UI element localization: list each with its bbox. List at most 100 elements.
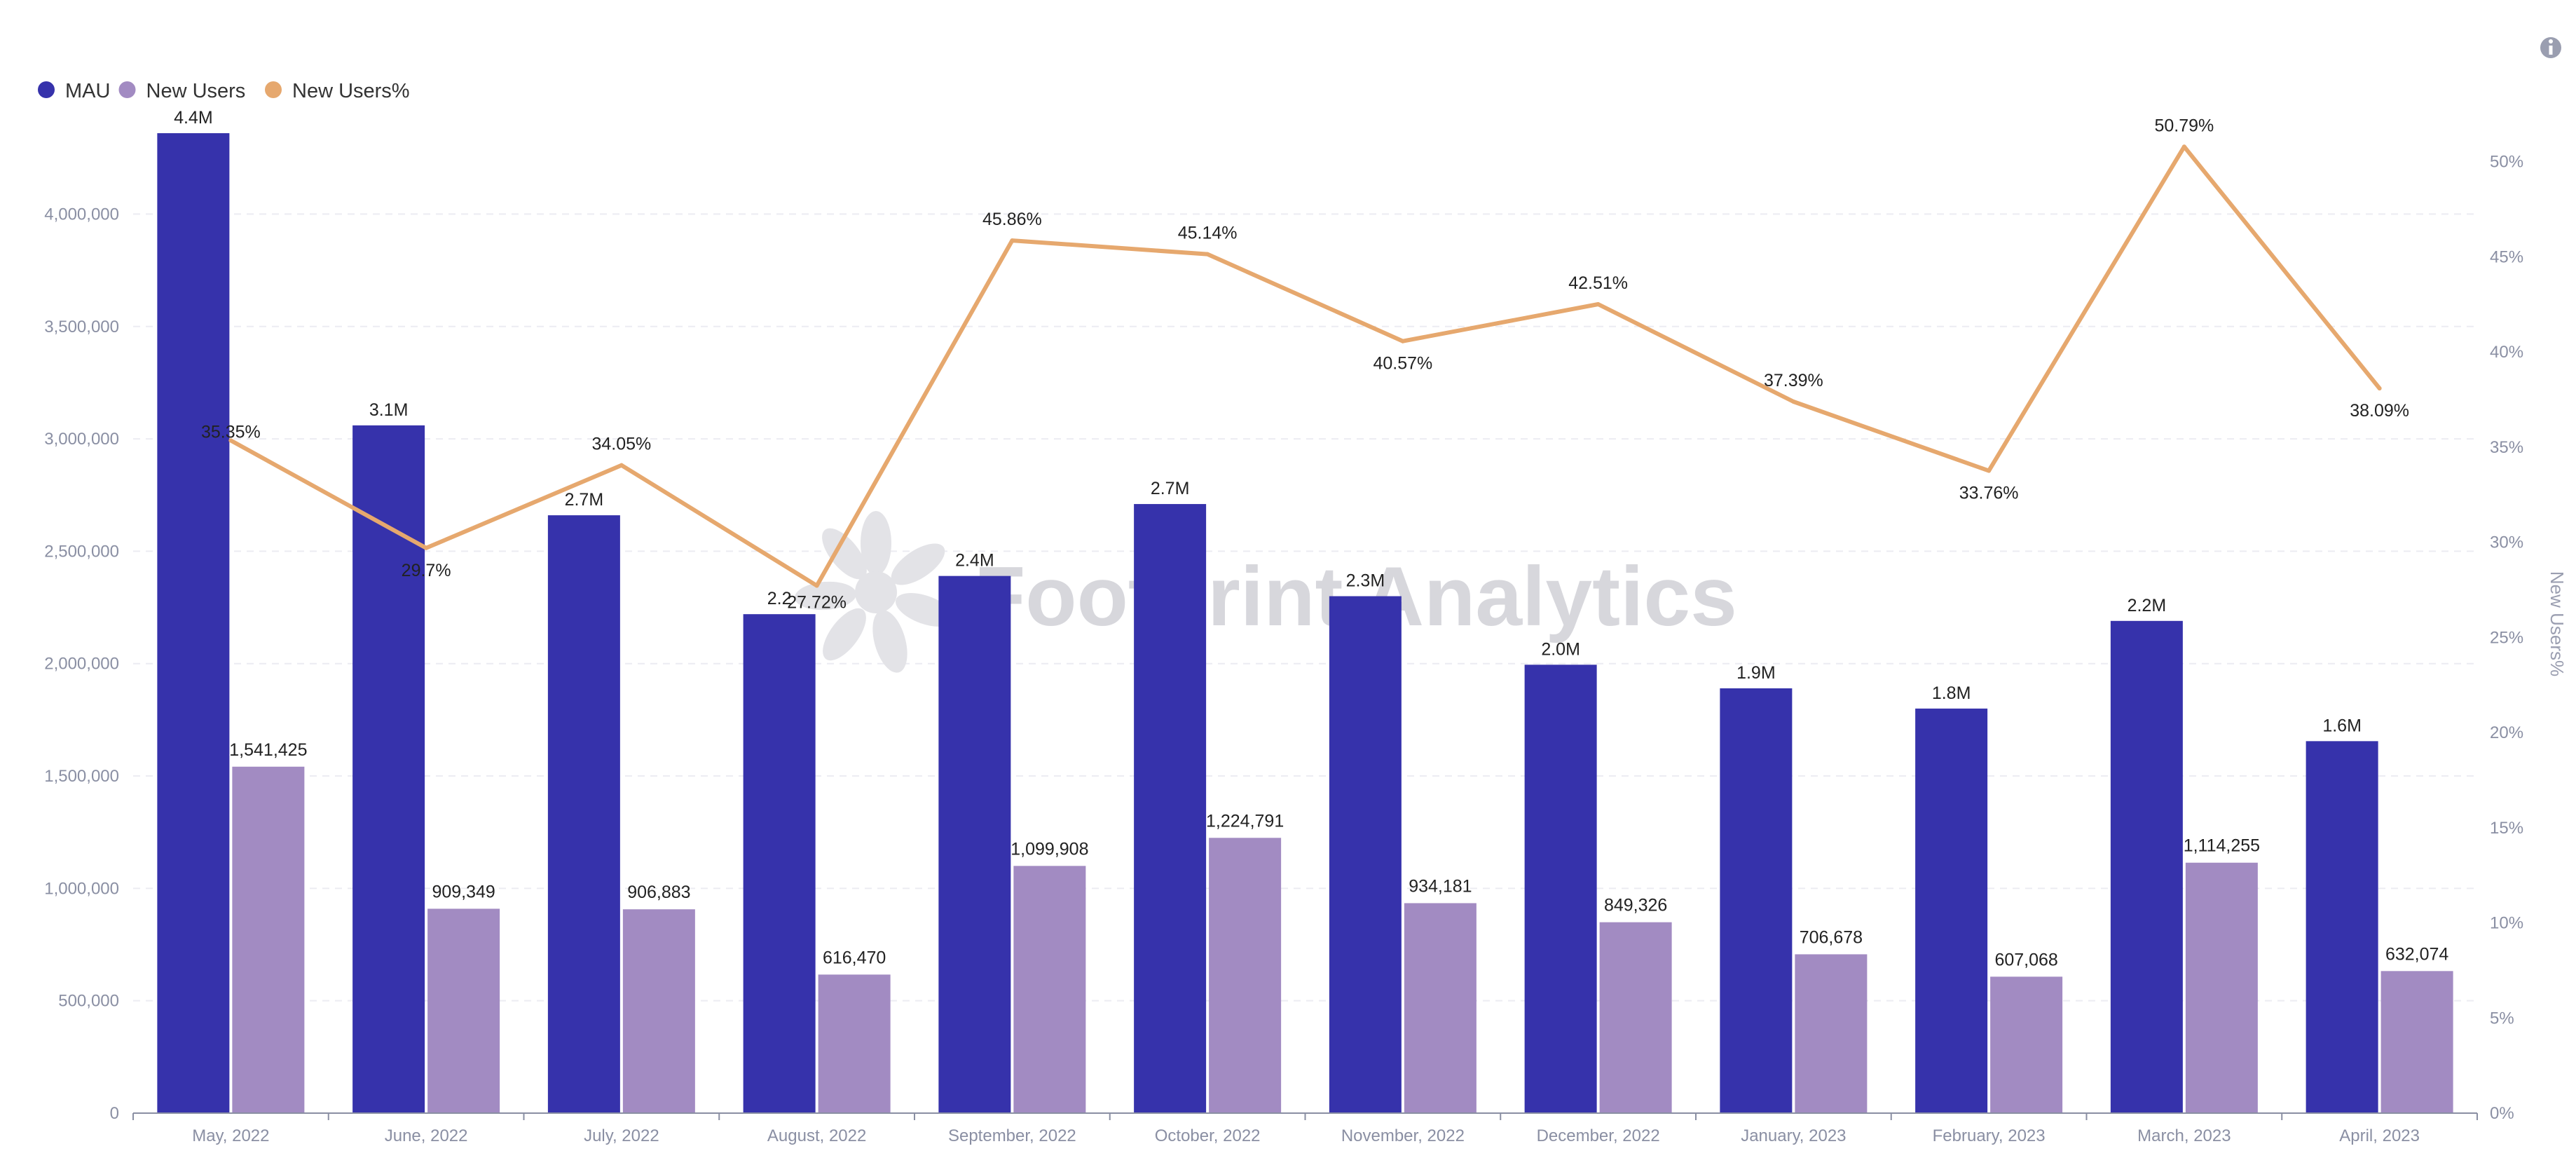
bar-new-users — [1599, 922, 1672, 1113]
legend-label: New Users — [146, 80, 246, 102]
y-left-tick-label: 1,000,000 — [44, 879, 119, 898]
data-label-new-users: 607,068 — [1994, 950, 2057, 969]
y-right-tick-label: 35% — [2490, 438, 2523, 457]
bar-mau — [1329, 596, 1402, 1113]
point-new-users-pct — [814, 583, 819, 588]
info-icon[interactable] — [2540, 37, 2561, 58]
bar-new-users — [232, 766, 305, 1113]
data-label-new-users: 849,326 — [1604, 896, 1667, 915]
x-tick-label: September, 2022 — [948, 1126, 1076, 1145]
point-new-users-pct — [424, 545, 429, 550]
y-right-tick-label: 5% — [2490, 1009, 2514, 1028]
bar-mau — [1720, 688, 1793, 1113]
y-left-tick-label: 2,500,000 — [44, 542, 119, 561]
bar-new-users — [1013, 866, 1086, 1113]
data-label-new-users: 706,678 — [1800, 927, 1863, 947]
legend[interactable]: MAU New Users New Users% — [38, 80, 410, 102]
x-tick-label: February, 2023 — [1933, 1126, 2046, 1145]
point-new-users-pct — [1205, 252, 1210, 257]
data-label-new-users-pct: 29.7% — [402, 561, 451, 580]
bar-new-users — [1795, 954, 1868, 1113]
data-label-new-users-pct: 45.86% — [982, 210, 1042, 229]
y-left-tick-label: 3,500,000 — [44, 318, 119, 336]
bar-new-users — [2185, 862, 2258, 1113]
legend-item-new-users[interactable]: New Users — [118, 80, 246, 102]
watermark-logo-petal — [823, 608, 866, 661]
data-label-mau: 2.4M — [955, 551, 994, 571]
y-left-tick-label: 4,000,000 — [44, 205, 119, 224]
point-new-users-pct — [1400, 339, 1405, 343]
data-label-mau: 3.1M — [369, 400, 409, 420]
x-tick-label: January, 2023 — [1741, 1126, 1846, 1145]
bar-mau — [547, 515, 620, 1113]
watermark-logo-petal — [795, 581, 856, 611]
legend-swatch — [118, 81, 136, 98]
y-left-tick-label: 500,000 — [58, 992, 119, 1011]
info-icon[interactable] — [2540, 37, 2561, 58]
bar-series — [157, 133, 2453, 1113]
bar-new-users — [1209, 838, 1282, 1113]
y-left-tick-label: 3,000,000 — [44, 430, 119, 449]
point-new-users-pct — [1596, 302, 1601, 307]
x-tick-label: November, 2022 — [1341, 1126, 1465, 1145]
y-right-axis-title: New Users% — [2547, 571, 2568, 676]
y-right-tick-label: 10% — [2490, 914, 2523, 933]
legend-swatch — [38, 81, 55, 98]
data-label-new-users-pct: 27.72% — [787, 593, 847, 613]
point-new-users-pct — [1010, 238, 1015, 243]
x-tick-label: March, 2023 — [2137, 1126, 2231, 1145]
x-tick-label: May, 2022 — [192, 1126, 269, 1145]
y-left-tick-label: 1,500,000 — [44, 767, 119, 786]
x-tick-label: December, 2022 — [1537, 1126, 1660, 1145]
x-tick-label: April, 2023 — [2339, 1126, 2420, 1145]
data-label-new-users: 1,541,425 — [229, 740, 307, 760]
bar-new-users — [1990, 976, 2063, 1113]
bar-new-users — [818, 974, 891, 1113]
x-tick-label: August, 2022 — [767, 1126, 866, 1145]
legend-swatch — [265, 81, 282, 98]
data-label-new-users: 1,224,791 — [1206, 811, 1284, 831]
data-label-new-users-pct: 38.09% — [2350, 401, 2409, 421]
watermark-logo-petal — [872, 610, 907, 673]
data-label-mau: 2.7M — [1151, 479, 1190, 498]
y-right-tick-label: 40% — [2490, 343, 2523, 362]
point-new-users-pct — [619, 463, 624, 468]
data-label-mau: 2.2M — [2128, 596, 2167, 615]
legend-item-new-users-[interactable]: New Users% — [265, 80, 410, 102]
watermark-logo-petal — [861, 511, 891, 575]
y-right-tick-label: 45% — [2490, 247, 2523, 266]
data-label-new-users: 616,470 — [823, 948, 886, 967]
data-label-mau: 2.3M — [1346, 571, 1385, 591]
point-new-users-pct — [1791, 400, 1796, 404]
bar-new-users — [622, 909, 695, 1113]
bar-mau — [2306, 741, 2378, 1113]
point-new-users-pct — [228, 438, 233, 443]
point-new-users-pct — [2181, 144, 2186, 149]
legend-item-mau[interactable]: MAU — [38, 80, 110, 102]
bar-mau — [1134, 504, 1207, 1113]
y-right-tick-label: 15% — [2490, 819, 2523, 838]
y-right-tick-label: 20% — [2490, 723, 2523, 742]
data-label-mau: 2.7M — [565, 490, 604, 510]
bar-mau — [1915, 708, 1988, 1113]
legend-label: New Users% — [292, 80, 410, 102]
legend-label: MAU — [65, 80, 110, 102]
line-new-users-pct — [228, 144, 2382, 588]
data-label-new-users: 1,099,908 — [1010, 839, 1088, 859]
watermark-logo-petal — [891, 543, 945, 585]
x-tick-label: July, 2022 — [584, 1126, 659, 1145]
bar-mau — [157, 133, 230, 1113]
bar-mau — [2110, 620, 2183, 1113]
watermark: Footprint Analytics — [795, 511, 1737, 673]
data-label-new-users: 934,181 — [1409, 876, 1472, 896]
data-label-new-users-pct: 45.14% — [1178, 224, 1238, 243]
data-label-mau: 1.9M — [1736, 663, 1776, 683]
x-tick-label: October, 2022 — [1155, 1126, 1261, 1145]
data-label-mau: 4.4M — [174, 108, 213, 128]
data-label-new-users-pct: 34.05% — [591, 435, 651, 454]
data-label-new-users: 909,349 — [432, 882, 495, 901]
bar-new-users — [2380, 971, 2453, 1113]
data-label-new-users-pct: 37.39% — [1764, 371, 1823, 390]
info-icon-stem — [2549, 46, 2553, 55]
